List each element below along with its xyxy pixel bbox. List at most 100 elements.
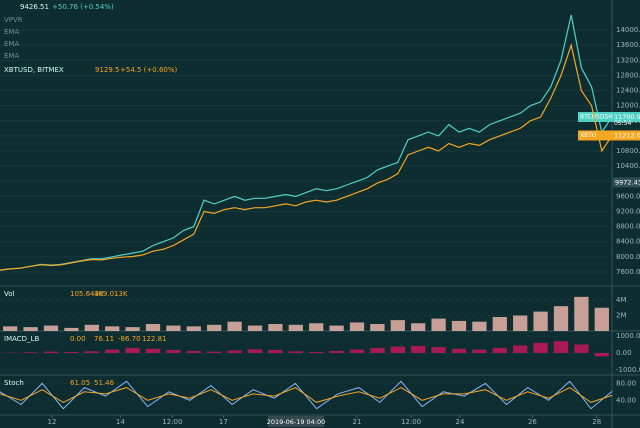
y-tick-label: -1000.00 — [616, 366, 640, 374]
price-tag-name: BTCUSDSH — [580, 113, 613, 120]
bar — [288, 324, 303, 331]
bar — [411, 323, 426, 331]
bar — [105, 349, 120, 353]
symbol-name: XBTUSD, BITMEX — [4, 66, 64, 74]
bar — [370, 324, 385, 331]
bar — [533, 342, 548, 353]
pane-legend: 409.013K — [94, 290, 128, 298]
bar — [472, 321, 487, 331]
bar — [23, 352, 38, 353]
y-tick-label: 8800.00 — [616, 223, 640, 231]
bar — [533, 311, 548, 331]
bar — [553, 306, 569, 331]
bar — [145, 324, 161, 331]
bar — [451, 320, 467, 331]
price-marker-box — [613, 177, 640, 188]
price-line — [0, 380, 613, 410]
bar — [390, 320, 405, 331]
x-tick-label: 12 — [48, 418, 57, 426]
x-tick-label: 26 — [528, 418, 537, 426]
price-line — [0, 42, 613, 271]
y-tick-label: 9600.00 — [616, 192, 640, 200]
price-line — [0, 387, 613, 403]
bar — [309, 323, 324, 331]
bar — [43, 325, 59, 331]
bar — [105, 326, 120, 331]
x-tick-label: 12:00 — [401, 418, 421, 426]
indicator-label: EMA — [4, 28, 19, 36]
price-tag-value: 11700.97 — [614, 113, 640, 121]
bar — [574, 344, 589, 353]
bar — [64, 327, 79, 331]
bar — [247, 349, 263, 353]
y-tick-label: 80.00 — [616, 379, 636, 387]
bar — [227, 350, 242, 353]
bar — [207, 324, 222, 331]
bar — [125, 327, 140, 331]
bar — [370, 347, 385, 353]
bar — [431, 347, 446, 353]
pane-legend: 51.46 — [94, 379, 115, 387]
bar — [349, 322, 365, 331]
bar — [23, 327, 38, 331]
x-tick-label: 17 — [219, 418, 228, 426]
y-tick-label: 12000.00 — [616, 102, 640, 110]
bar — [3, 326, 18, 331]
bar — [594, 353, 609, 357]
y-tick-label: 8400.00 — [616, 238, 640, 246]
bar — [166, 349, 181, 353]
bar — [268, 349, 283, 353]
header-value: 9426.51 — [20, 3, 49, 11]
bar — [513, 315, 528, 331]
pane-legend: 105.643K — [70, 290, 104, 298]
bar — [492, 317, 507, 331]
y-tick-label: 7600.00 — [616, 268, 640, 276]
y-tick-label: 8000.00 — [616, 253, 640, 261]
y-tick-label: 0.00 — [616, 349, 632, 357]
y-tick-label: 9200.00 — [616, 207, 640, 215]
bar — [43, 351, 59, 353]
bar — [553, 341, 569, 353]
bar — [207, 351, 222, 353]
bar — [349, 349, 365, 353]
bar — [309, 351, 324, 353]
symbol-last: 9129.5 — [95, 66, 120, 74]
bar — [288, 351, 303, 353]
y-tick-label: 13200.00 — [616, 56, 640, 64]
bar — [492, 347, 507, 353]
bar — [186, 350, 201, 353]
bar — [84, 351, 99, 353]
pane-title: IMACD_LB — [4, 335, 39, 343]
indicator-label: EMA — [4, 52, 19, 60]
indicator-label: EMA — [4, 40, 19, 48]
y-tick-label: 14000.00 — [616, 26, 640, 34]
price-tag — [578, 130, 640, 141]
x-tick-label: 21 — [353, 418, 362, 426]
y-tick-label: 1000.00 — [616, 332, 640, 340]
bar — [472, 349, 487, 353]
y-tick-label: 2M — [616, 311, 627, 319]
bar — [166, 325, 181, 331]
header-change: +50.76 (+0.54%) — [52, 3, 114, 11]
pane-legend: 122.81 — [142, 335, 167, 343]
bar — [247, 325, 263, 331]
pane-legend: 0.00 — [70, 335, 86, 343]
y-tick-label: 10400.00 — [616, 162, 640, 170]
bar — [329, 325, 344, 331]
y-tick-label: 10800.00 — [616, 147, 640, 155]
crosshair-box — [268, 416, 324, 427]
pane-legend: 61.05 — [70, 379, 90, 387]
price-marker-label: 9972.43 — [615, 178, 640, 186]
bar — [411, 345, 426, 353]
bar — [186, 326, 201, 331]
crosshair-label: 2019-06-19 04:00 — [267, 418, 326, 426]
bar — [268, 324, 283, 331]
x-tick-label: 14 — [116, 418, 125, 426]
bar — [513, 345, 528, 353]
price-tag-name: XBTU — [580, 132, 596, 139]
x-tick-label: 24 — [456, 418, 465, 426]
bar — [431, 318, 446, 331]
bar — [329, 350, 344, 353]
